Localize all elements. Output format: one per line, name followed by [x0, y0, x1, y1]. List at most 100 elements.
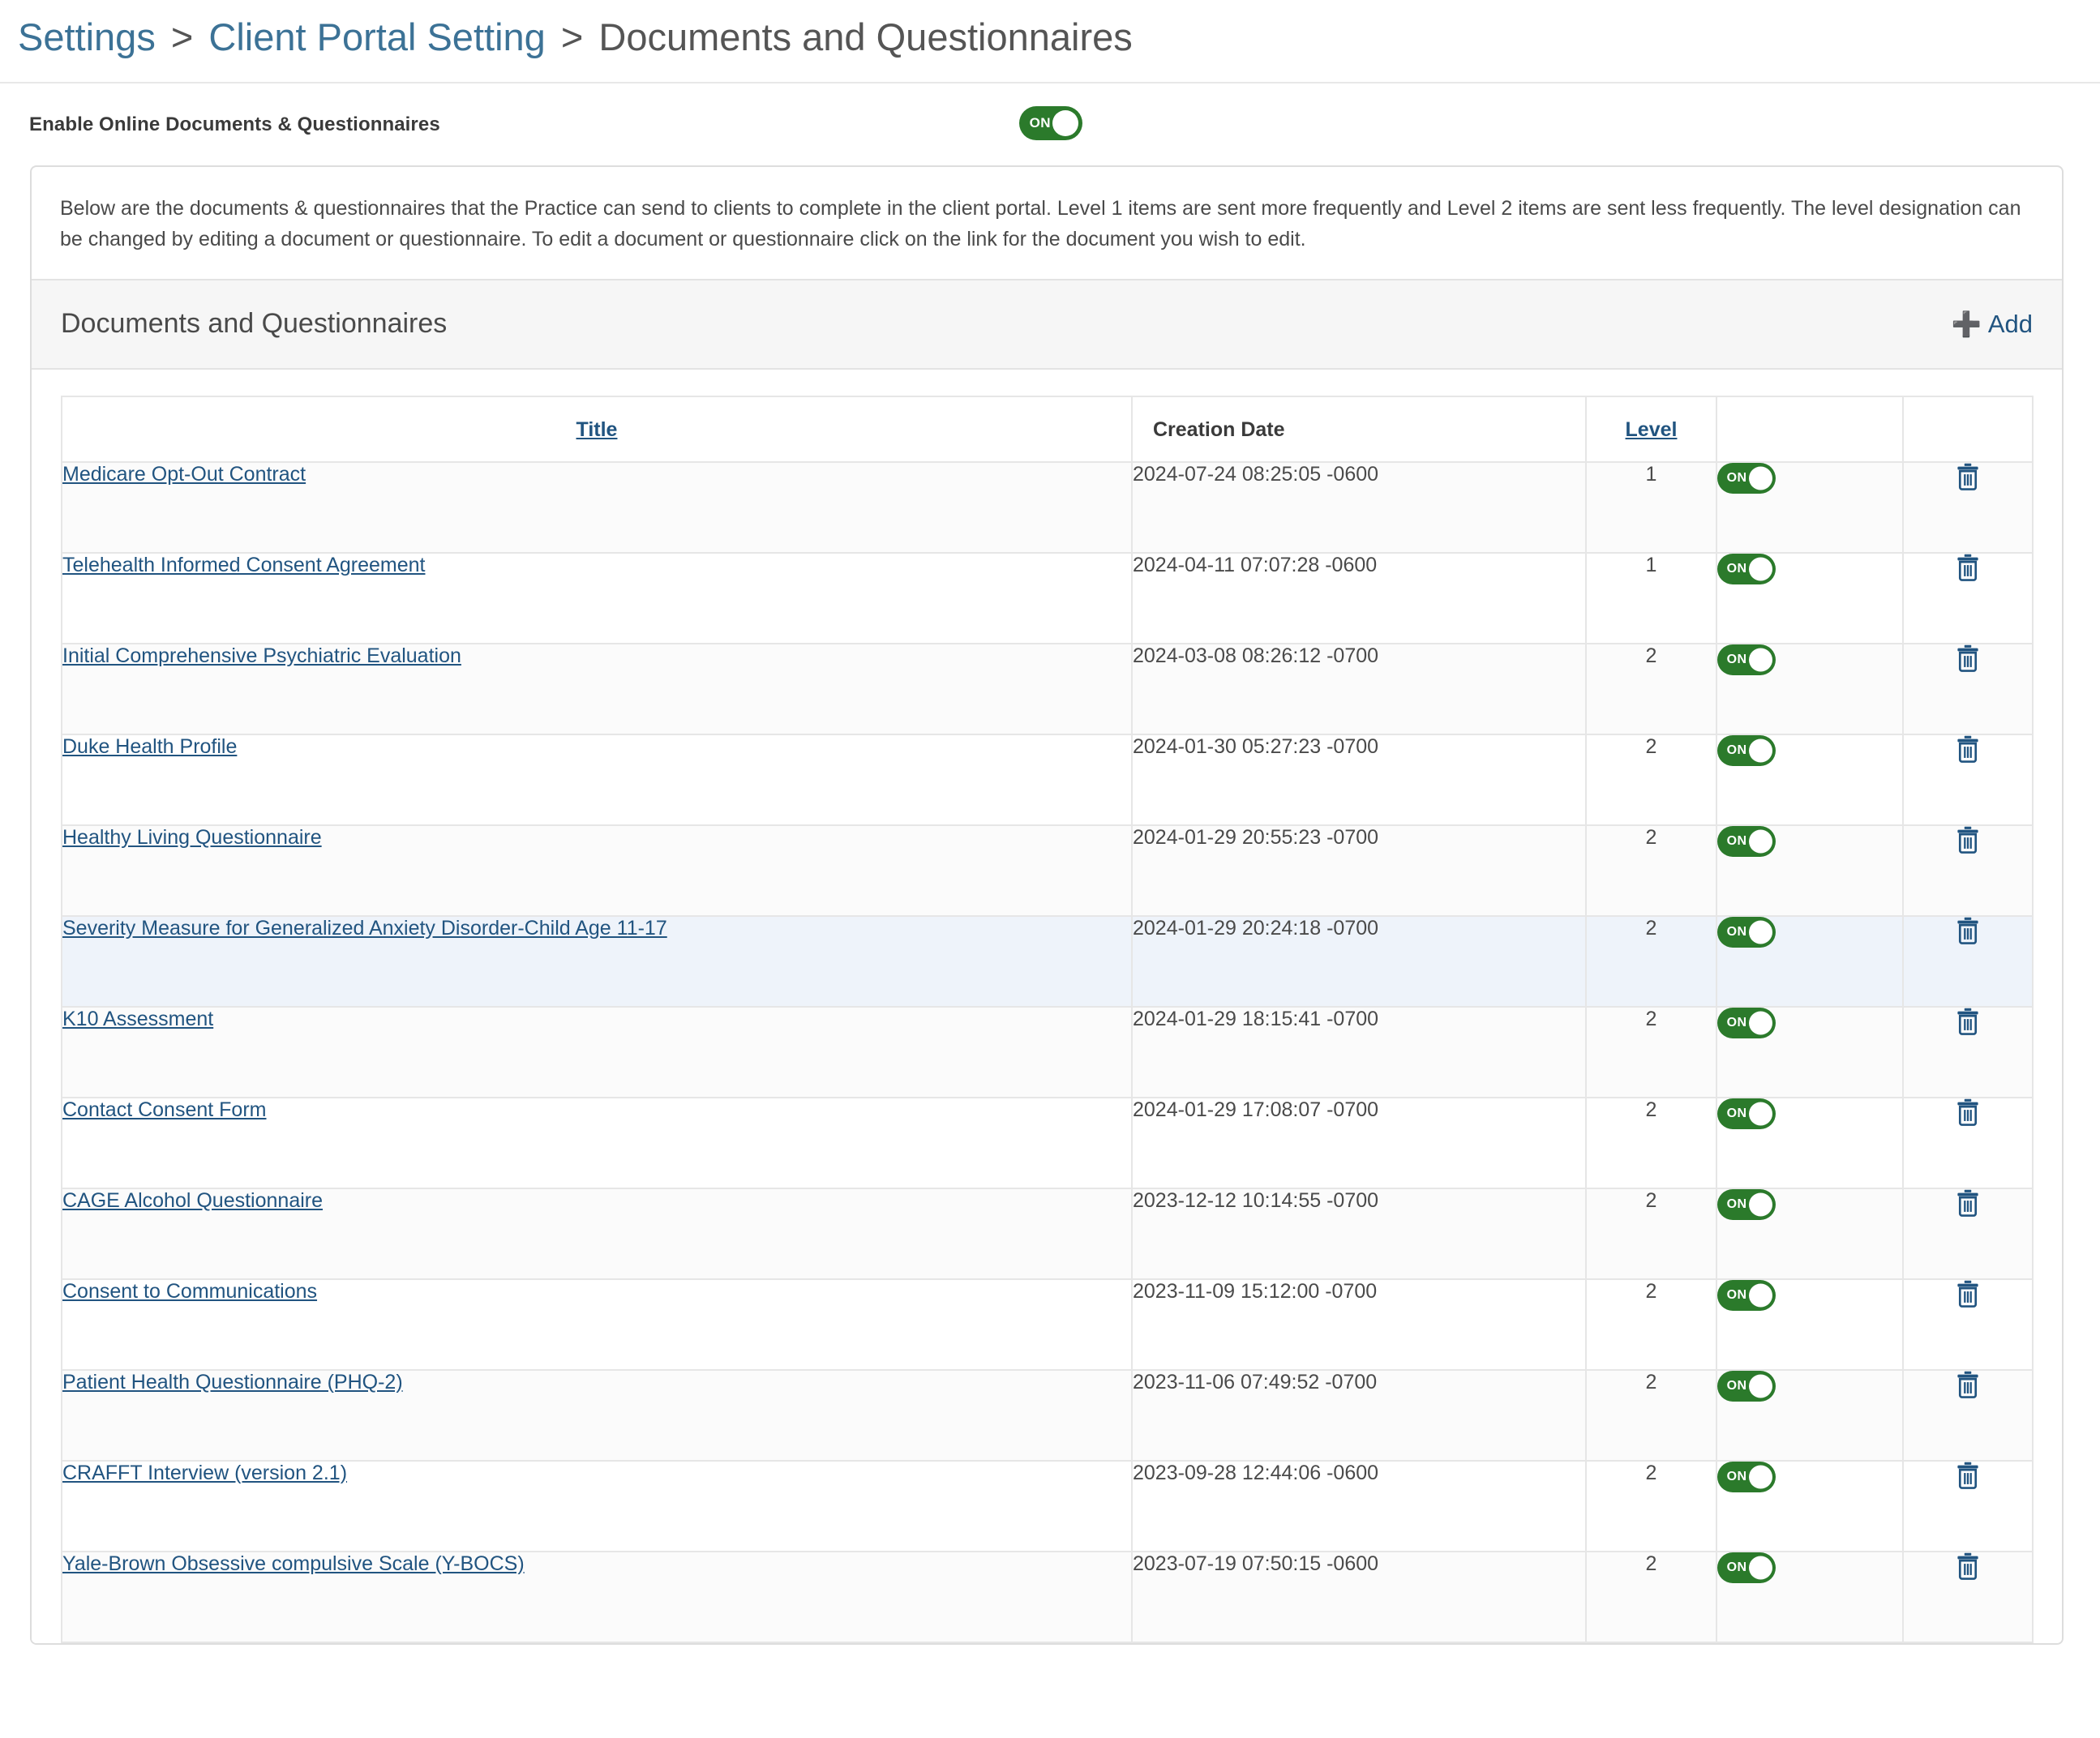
table-row[interactable]: Patient Health Questionnaire (PHQ-2) 2023…: [61, 1368, 2034, 1462]
table-cell-level: 2: [1585, 733, 1717, 826]
trash-icon[interactable]: [1956, 1552, 1980, 1580]
document-title-link[interactable]: Initial Comprehensive Psychiatric Evalua…: [62, 644, 461, 667]
column-header-title: Title: [61, 395, 1133, 463]
table-row[interactable]: Telehealth Informed Consent Agreement 202…: [61, 551, 2034, 644]
add-button[interactable]: ➕ Add: [1951, 310, 2033, 339]
table-cell-enabled: ON: [1716, 642, 1904, 735]
trash-icon[interactable]: [1956, 1098, 1980, 1126]
table-row[interactable]: Healthy Living Questionnaire 2024-01-29 2…: [61, 824, 2034, 917]
trash-icon[interactable]: [1956, 917, 1980, 944]
row-enabled-toggle[interactable]: ON: [1717, 1098, 1776, 1129]
breadcrumb-item-settings[interactable]: Settings: [18, 15, 156, 58]
document-title-link[interactable]: Medicare Opt-Out Contract: [62, 462, 306, 486]
table-cell-title: Initial Comprehensive Psychiatric Evalua…: [61, 642, 1133, 735]
trash-icon[interactable]: [1956, 1189, 1980, 1217]
trash-icon[interactable]: [1956, 644, 1980, 672]
document-title-link[interactable]: Duke Health Profile: [62, 734, 238, 758]
table-row[interactable]: Contact Consent Form 2024-01-29 17:08:07 …: [61, 1096, 2034, 1189]
table-cell-level: 2: [1585, 1368, 1717, 1462]
trash-icon-svg: [1957, 917, 1978, 944]
add-button-label: Add: [1987, 309, 2033, 338]
toggle-knob: [1749, 1556, 1772, 1580]
trash-icon[interactable]: [1956, 463, 1980, 490]
table-row[interactable]: K10 Assessment 2024-01-29 18:15:41 -0700 2…: [61, 1005, 2034, 1098]
trash-icon[interactable]: [1956, 826, 1980, 854]
row-enabled-toggle[interactable]: ON: [1717, 734, 1776, 766]
table-cell-enabled: ON: [1716, 551, 1904, 644]
row-enabled-toggle[interactable]: ON: [1717, 553, 1776, 584]
toggle-knob: [1749, 920, 1772, 944]
document-title-link[interactable]: CAGE Alcohol Questionnaire: [62, 1188, 324, 1212]
table-cell-creation-date: 2023-11-09 15:12:00 -0700: [1131, 1278, 1587, 1371]
document-title-link[interactable]: Healthy Living Questionnaire: [62, 825, 322, 849]
table-cell-enabled: ON: [1716, 1459, 1904, 1552]
document-title-link[interactable]: Consent to Communications: [62, 1279, 318, 1303]
trash-icon-svg: [1957, 1462, 1978, 1489]
table-row[interactable]: Initial Comprehensive Psychiatric Evalua…: [61, 642, 2034, 735]
trash-icon[interactable]: [1956, 1371, 1980, 1398]
table-cell-enabled: ON: [1716, 824, 1904, 917]
row-enabled-toggle[interactable]: ON: [1717, 825, 1776, 857]
document-title-link[interactable]: Contact Consent Form: [62, 1098, 267, 1121]
table-cell-enabled: ON: [1716, 1278, 1904, 1371]
row-enabled-toggle[interactable]: ON: [1717, 1279, 1776, 1311]
document-title-link[interactable]: Telehealth Informed Consent Agreement: [62, 553, 426, 576]
row-enabled-toggle[interactable]: ON: [1717, 1461, 1776, 1492]
breadcrumb-bar: Settings > Client Portal Setting > Docum…: [0, 0, 2100, 83]
enable-online-documents-toggle[interactable]: ON: [1018, 105, 1082, 140]
row-enabled-toggle[interactable]: ON: [1717, 1552, 1776, 1583]
toggle-knob: [1052, 109, 1078, 136]
document-title-link[interactable]: Severity Measure for Generalized Anxiety…: [62, 916, 667, 940]
table-row[interactable]: Medicare Opt-Out Contract 2024-07-24 08:2…: [61, 460, 2034, 554]
document-title-link[interactable]: K10 Assessment: [62, 1007, 214, 1030]
toggle-state-label: ON: [1726, 743, 1747, 757]
table-row[interactable]: CRAFFT Interview (version 2.1) 2023-09-28…: [61, 1459, 2034, 1552]
trash-icon[interactable]: [1956, 554, 1980, 581]
trash-icon[interactable]: [1956, 735, 1980, 763]
row-enabled-toggle[interactable]: ON: [1717, 1370, 1776, 1402]
table-cell-delete: [1902, 1096, 2034, 1189]
trash-icon-svg: [1957, 1280, 1978, 1308]
trash-icon[interactable]: [1956, 1462, 1980, 1489]
breadcrumb-item-client-portal-setting[interactable]: Client Portal Setting: [208, 15, 546, 58]
trash-icon-svg: [1957, 1371, 1978, 1398]
table-cell-level: 2: [1585, 1550, 1717, 1643]
toggle-knob: [1749, 738, 1772, 763]
table-cell-delete: [1902, 1368, 2034, 1462]
table-cell-title: Contact Consent Form: [61, 1096, 1133, 1189]
trash-icon[interactable]: [1956, 1280, 1980, 1308]
document-title-link[interactable]: Yale-Brown Obsessive compulsive Scale (Y…: [62, 1552, 525, 1575]
panel-subheader: Documents and Questionnaires ➕ Add: [32, 278, 2062, 370]
row-enabled-toggle[interactable]: ON: [1717, 916, 1776, 948]
breadcrumb-separator: >: [170, 15, 194, 58]
table-row[interactable]: Yale-Brown Obsessive compulsive Scale (Y…: [61, 1550, 2034, 1643]
toggle-state-label: ON: [1726, 561, 1747, 576]
column-header-enabled: [1716, 395, 1904, 463]
toggle-knob: [1749, 466, 1772, 490]
table-cell-enabled: ON: [1716, 1368, 1904, 1462]
table-cell-title: Telehealth Informed Consent Agreement: [61, 551, 1133, 644]
table-cell-delete: [1902, 1550, 2034, 1643]
row-enabled-toggle[interactable]: ON: [1717, 644, 1776, 675]
table-row[interactable]: CAGE Alcohol Questionnaire 2023-12-12 10:…: [61, 1187, 2034, 1280]
table-cell-delete: [1902, 642, 2034, 735]
sort-title-link[interactable]: Title: [576, 417, 618, 441]
document-title-link[interactable]: CRAFFT Interview (version 2.1): [62, 1461, 348, 1484]
table-row[interactable]: Duke Health Profile 2024-01-30 05:27:23 -…: [61, 733, 2034, 826]
table-row[interactable]: Severity Measure for Generalized Anxiety…: [61, 914, 2034, 1008]
table-cell-delete: [1902, 551, 2034, 644]
document-title-link[interactable]: Patient Health Questionnaire (PHQ-2): [62, 1370, 403, 1393]
row-enabled-toggle[interactable]: ON: [1717, 1007, 1776, 1038]
table-cell-creation-date: 2024-04-11 07:07:28 -0600: [1131, 551, 1587, 644]
breadcrumb: Settings > Client Portal Setting > Docum…: [18, 15, 2100, 59]
row-enabled-toggle[interactable]: ON: [1717, 462, 1776, 494]
sort-level-link[interactable]: Level: [1625, 417, 1678, 441]
table-head: Title Creation Date Level: [61, 395, 2034, 463]
trash-icon[interactable]: [1956, 1008, 1980, 1035]
table-cell-enabled: ON: [1716, 460, 1904, 554]
breadcrumb-separator: >: [560, 15, 584, 58]
row-enabled-toggle[interactable]: ON: [1717, 1188, 1776, 1220]
table-cell-level: 2: [1585, 642, 1717, 735]
table-row[interactable]: Consent to Communications 2023-11-09 15:1…: [61, 1278, 2034, 1371]
table-cell-creation-date: 2023-07-19 07:50:15 -0600: [1131, 1550, 1587, 1643]
